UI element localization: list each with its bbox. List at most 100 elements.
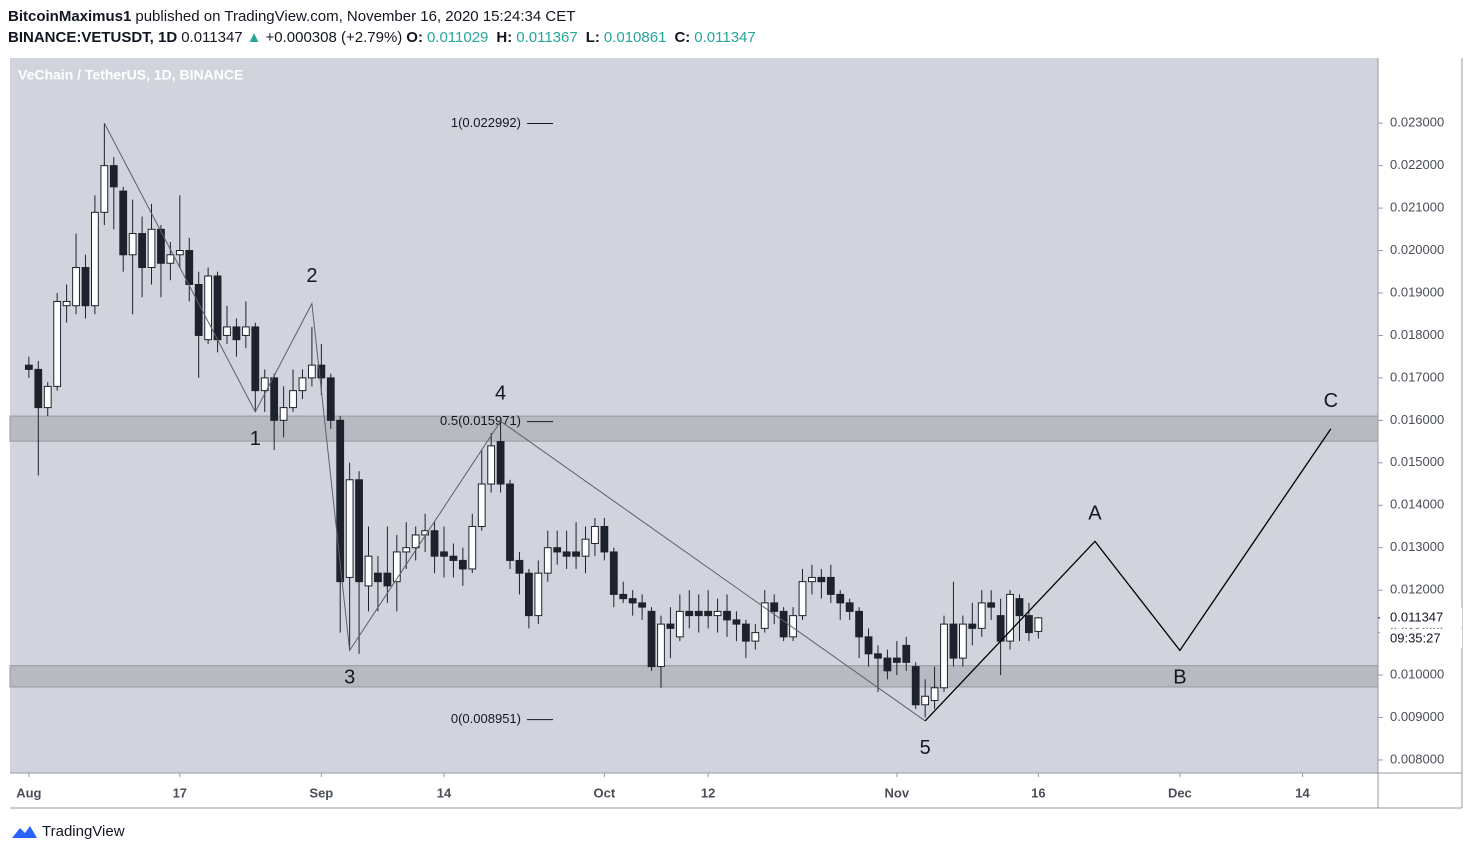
candle-body: [43, 385, 52, 409]
candle-body: [402, 547, 411, 553]
candle-body: [355, 479, 363, 583]
candle-body: [732, 619, 741, 625]
candle-body: [694, 610, 703, 617]
candle-body: [883, 657, 892, 672]
candle-body: [911, 666, 920, 706]
ohlc-value: 0.010861: [603, 29, 667, 46]
candle-body: [826, 576, 835, 595]
symbol: BINANCE:VETUSDT, 1D: [8, 29, 178, 46]
candle-body: [317, 364, 326, 379]
plot-area: [10, 58, 1378, 773]
candle-body: [581, 538, 590, 557]
symbol-line: BINANCE:VETUSDT, 1D 0.011347 ▲ +0.000308…: [8, 27, 760, 48]
candle-body: [808, 576, 816, 583]
y-tick-label: 0.008000: [1390, 751, 1444, 766]
fib-label: 0.5(0.015971): [440, 413, 521, 428]
candle-body: [62, 300, 71, 307]
ohlc-key: H:: [496, 29, 513, 46]
chart-title: VeChain / TetherUS, 1D, BINANCE: [18, 67, 243, 83]
wave-line: [103, 122, 926, 722]
wave-label: 5: [920, 737, 931, 759]
candle-body: [204, 275, 213, 341]
price-tag: [1380, 607, 1462, 628]
wave-label: 3: [344, 667, 355, 689]
candle-body: [817, 576, 826, 583]
candle-body: [166, 254, 175, 264]
arrow: ▲: [246, 29, 262, 46]
candle-body: [109, 165, 118, 188]
price-tag-label: 0.011347: [1390, 609, 1443, 624]
candle-body: [34, 368, 43, 409]
header-line: BitcoinMaximus1 published on TradingView…: [8, 6, 760, 27]
candle-body: [968, 623, 977, 629]
wave-label: B: [1173, 667, 1186, 689]
y-tick-label: 0.015000: [1390, 454, 1444, 469]
candle-body: [1006, 593, 1014, 642]
y-tick-label: 0.021000: [1390, 200, 1444, 215]
candle-body: [289, 390, 297, 409]
candle-body: [345, 479, 354, 578]
candle-body: [779, 610, 788, 638]
candle-body: [213, 275, 222, 341]
candle-body: [553, 547, 562, 553]
fib-label: 1(0.022992): [451, 115, 521, 130]
last: 0.011347: [181, 29, 243, 46]
ohlc-key: C:: [674, 29, 691, 46]
candle-body: [411, 534, 420, 549]
candle-body: [430, 530, 439, 557]
y-tick-label: 0.013000: [1390, 539, 1444, 554]
candle-body: [298, 377, 307, 392]
candle-body: [157, 228, 165, 264]
wave-label: C: [1324, 390, 1338, 412]
candle-body: [468, 525, 477, 570]
wave-label: 2: [306, 265, 317, 287]
candle-body: [128, 233, 137, 256]
x-tick-label: Aug: [16, 785, 41, 800]
candle-body: [270, 377, 279, 421]
candle-body: [855, 610, 863, 638]
candle-body: [534, 572, 543, 617]
y-tick-label: 0.014000: [1390, 497, 1444, 512]
candle-body: [930, 687, 939, 702]
countdown: 09:35:27: [1390, 630, 1441, 645]
wave-label: 1: [250, 428, 261, 450]
candle-body: [374, 572, 382, 583]
y-tick-label: 0.019000: [1390, 284, 1444, 299]
candle-body: [515, 559, 524, 574]
y-tick-label: 0.022000: [1390, 157, 1444, 172]
candle-body: [704, 610, 713, 617]
candle-body: [496, 441, 505, 485]
candle-body: [364, 555, 373, 587]
y-tick-label: 0.018000: [1390, 327, 1444, 342]
candle-body: [175, 250, 184, 256]
candle-body: [1034, 617, 1043, 632]
candle-body: [392, 551, 401, 583]
ohlc-key: O:: [406, 29, 423, 46]
candle-body: [741, 623, 750, 642]
brand: TradingView: [42, 822, 125, 840]
candle-body: [91, 211, 99, 307]
candle-body: [440, 551, 448, 557]
candle-body: [100, 165, 109, 213]
x-tick-label: 14: [1295, 785, 1310, 800]
published: published on TradingView.com, November 1…: [135, 8, 576, 25]
candle-body: [921, 695, 930, 706]
ohlc-value: 0.011367: [516, 29, 578, 46]
candle-body: [874, 653, 882, 659]
candle-body: [798, 581, 807, 617]
y-tick-label: 0.016000: [1390, 412, 1444, 427]
candle-body: [458, 559, 467, 570]
candle-body: [713, 610, 722, 617]
ohlc-value: 0.011029: [426, 29, 489, 46]
candle-body: [251, 326, 260, 392]
candle-body: [279, 407, 288, 421]
wave-label: 4: [495, 382, 506, 404]
candle-body: [487, 445, 496, 485]
candle-body: [72, 267, 80, 307]
candle-body: [723, 610, 731, 621]
fib-label: 0(0.008951): [451, 711, 521, 726]
footer: TradingView: [10, 822, 125, 840]
x-tick-label: Nov: [885, 785, 910, 800]
candle-body: [81, 267, 90, 307]
